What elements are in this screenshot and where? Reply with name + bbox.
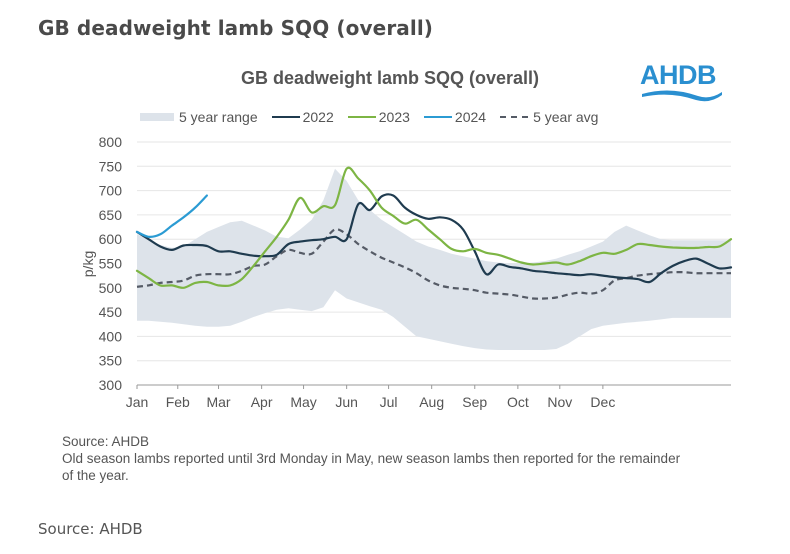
legend-swatch-2023 (347, 116, 376, 118)
y-tick-label: 450 (99, 304, 123, 320)
y-tick-label: 650 (99, 207, 123, 223)
series-line-2022 (135, 193, 733, 284)
legend-label: 2023 (378, 109, 410, 125)
source-caption: Source: AHDB (38, 520, 143, 538)
y-tick-label: 400 (99, 328, 123, 344)
legend-label: 5 year range (179, 109, 258, 125)
legend-item-range: 5 year range (140, 109, 258, 125)
x-tick-label: Jun (335, 394, 358, 410)
series-line-5-year-avg (136, 228, 731, 300)
y-tick-label: 300 (99, 377, 123, 393)
series-line-2023 (135, 166, 733, 289)
legend-swatch-band (140, 113, 174, 121)
legend-swatch-2024 (423, 116, 452, 118)
y-tick-label: 700 (99, 183, 123, 199)
x-tick-label: Sep (462, 394, 487, 410)
legend-label: 2024 (454, 109, 487, 125)
logo-text: AHDB (640, 60, 717, 90)
y-tick-label: 500 (99, 280, 123, 296)
legend-item-2023: 2023 (347, 109, 410, 125)
x-tick-label: Apr (251, 394, 273, 410)
page-heading: GB deadweight lamb SQQ (overall) (38, 16, 434, 40)
x-tick-label: Jan (126, 394, 149, 410)
legend-label: 2022 (302, 109, 334, 125)
x-tick-label: Aug (419, 394, 444, 410)
y-tick-label: 800 (99, 134, 123, 150)
y-tick-label: 750 (99, 158, 123, 174)
x-tick-label: Nov (547, 394, 572, 410)
logo-wave-icon (642, 90, 722, 102)
legend-item-avg: 5 year avg (500, 109, 598, 125)
y-tick-label: 550 (99, 256, 123, 272)
series-line-2024 (135, 194, 208, 238)
legend-item-2022: 2022 (271, 109, 334, 125)
x-tick-label: Mar (206, 394, 230, 410)
x-tick-label: May (290, 394, 316, 410)
footnote-note: Old season lambs reported until 3rd Mond… (62, 451, 681, 483)
x-tick-label: Dec (590, 394, 615, 410)
y-tick-label: 350 (99, 353, 123, 369)
footnote-source: Source: AHDB (62, 434, 150, 449)
ahdb-logo: AHDB (640, 60, 730, 106)
y-tick-label: 600 (99, 231, 123, 247)
legend-label: 5 year avg (533, 109, 599, 125)
x-tick-label: Feb (166, 394, 190, 410)
legend-swatch-2022 (271, 116, 300, 118)
x-tick-label: Oct (507, 394, 529, 410)
chart-footnote: Source: AHDB Old season lambs reported u… (62, 433, 682, 484)
chart-title: GB deadweight lamb SQQ (overall) (240, 68, 540, 88)
legend-item-2024: 2024 (423, 109, 487, 125)
x-tick-label: Jul (380, 394, 398, 410)
y-axis-label: p/kg (80, 251, 96, 277)
chart-legend: 5 year range 2022 2023 2024 5 year avg (140, 108, 612, 126)
five-year-range-band (137, 168, 731, 350)
legend-swatch-avg (500, 116, 529, 118)
